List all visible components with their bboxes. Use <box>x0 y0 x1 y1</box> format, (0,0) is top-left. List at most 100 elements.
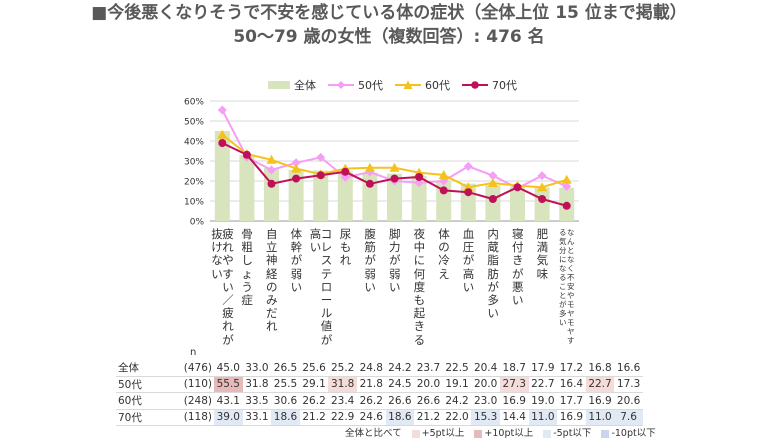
y-tick-label: 0% <box>190 218 205 228</box>
point-60代 <box>438 170 449 179</box>
table-legend-dn5-label: -5pt以下 <box>553 428 592 439</box>
table-cell: 39.0 <box>214 409 243 426</box>
point-60代 <box>389 162 400 172</box>
table-cell: 16.9 <box>585 392 615 410</box>
table-legend-dn10: -10pt以下 <box>601 425 656 439</box>
y-tick-label: 60% <box>184 98 204 108</box>
point-50代 <box>267 165 276 175</box>
row-label: 全体 <box>116 360 174 377</box>
bar-all <box>411 176 427 221</box>
table-cell: 17.7 <box>557 392 586 410</box>
point-70代 <box>464 188 473 197</box>
point-60代 <box>463 182 474 192</box>
table-row: 70代 (118) 39.0 33.1 18.6 21.2 22.9 24.6 18.6 21.2… <box>116 409 643 426</box>
table-legend-dn10-label: -10pt以下 <box>611 428 656 439</box>
point-50代 <box>463 161 473 171</box>
table-cell: 17.3 <box>614 376 643 393</box>
table-cell: 24.2 <box>385 360 415 377</box>
table-cell: 20.4 <box>471 360 500 377</box>
y-tick-label: 10% <box>184 198 204 208</box>
point-70代 <box>316 171 325 180</box>
x-tick-label: 寝付きが悪い <box>512 227 524 308</box>
point-70代 <box>292 174 301 183</box>
row-n: (110) <box>174 376 214 393</box>
table-legend-base: 全体と比べて <box>345 428 402 439</box>
table-cell: 21.2 <box>414 409 443 426</box>
table-cell: 15.3 <box>471 409 500 426</box>
point-70代 <box>218 139 227 147</box>
table-row: 全体 (476) 45.0 33.0 26.5 25.6 25.2 24.8 24.2 23.7 2… <box>116 360 643 377</box>
n-header: n <box>190 347 197 358</box>
point-60代 <box>537 182 548 192</box>
point-60代 <box>561 174 572 184</box>
point-70代 <box>415 173 424 181</box>
chart-title: ■今後悪くなりそうで不安を感じている体の症状（全体上位 15 位まで掲載） <box>91 3 687 23</box>
x-tick-label: 夜中に何度も起きる <box>413 227 426 347</box>
table-cell: 18.7 <box>499 360 529 377</box>
point-70代 <box>439 186 448 195</box>
table-cell: 31.8 <box>242 376 272 393</box>
table-cell: 16.8 <box>585 360 615 377</box>
table-cell: 21.8 <box>356 376 386 393</box>
row-n: (476) <box>174 360 214 377</box>
point-70代 <box>242 150 251 159</box>
table-cell: 33.1 <box>242 409 272 426</box>
x-tick-label: 高い コレステロール値が <box>309 227 333 347</box>
table-cell: 19.0 <box>528 392 558 410</box>
point-60代 <box>291 163 302 173</box>
legend-label-60: 60代 <box>425 79 450 92</box>
row-label: 50代 <box>116 376 174 393</box>
table-cell: 43.1 <box>214 392 243 410</box>
point-50代 <box>316 152 326 162</box>
table-cell: 33.0 <box>242 360 272 377</box>
bar-all <box>485 185 501 221</box>
table-legend-up5: +5pt以上 <box>411 425 465 439</box>
x-tick-label: 抜けない 疲れやすい／疲れが <box>211 227 234 347</box>
legend-item-all: 全体 <box>268 77 316 93</box>
bar-all <box>436 180 452 221</box>
bar-all <box>239 155 255 221</box>
bar-all <box>264 168 279 221</box>
row-n: (118) <box>174 409 214 426</box>
table-legend: 全体と比べて +5pt以上 +10pt以上 -5pt以下 -10pt以下 <box>345 425 656 439</box>
table-cell: 20.6 <box>614 392 643 410</box>
table-cell: 16.6 <box>614 360 643 377</box>
table-cell: 27.3 <box>499 376 529 393</box>
legend-item-50: 50代 <box>328 77 383 93</box>
bar-all <box>313 170 329 221</box>
table-cell: 7.6 <box>614 409 643 426</box>
table-cell: 23.7 <box>414 360 443 377</box>
x-tick-label: 腹筋が弱い <box>364 227 376 294</box>
y-tick-label: 20% <box>184 178 204 188</box>
table-cell: 24.6 <box>356 409 386 426</box>
table-cell: 25.5 <box>271 376 300 393</box>
table-cell: 26.2 <box>299 392 329 410</box>
bar-all <box>510 186 525 221</box>
table-cell: 11.0 <box>528 409 558 426</box>
table-legend-up10-label: +10pt以上 <box>484 428 534 439</box>
table-cell: 14.4 <box>499 409 529 426</box>
legend: 全体 50代 60代 70代 <box>268 77 517 93</box>
point-50代 <box>562 181 572 191</box>
table-cell: 22.5 <box>442 360 472 377</box>
table-cell: 20.0 <box>471 376 500 393</box>
legend-item-60: 60代 <box>395 77 450 93</box>
x-tick-label: 尿もれ <box>339 227 352 268</box>
table-cell: 17.2 <box>557 360 586 377</box>
table-cell: 26.5 <box>271 360 300 377</box>
row-label: 70代 <box>116 409 174 426</box>
point-70代 <box>341 167 350 176</box>
table-row: 50代 (110) 55.5 31.8 25.5 29.1 31.8 21.8 24.5 20.0… <box>116 376 643 393</box>
x-tick-label: 肥満気味 <box>536 227 549 281</box>
table-cell: 18.6 <box>271 409 300 426</box>
x-tick-label: 自立神経のみだれ <box>266 227 278 334</box>
table-cell: 31.8 <box>328 376 357 393</box>
table-cell: 21.2 <box>299 409 329 426</box>
table-legend-up5-label: +5pt以上 <box>421 428 465 439</box>
table-cell: 22.0 <box>442 409 472 426</box>
bar-all <box>288 169 304 221</box>
table-cell: 24.5 <box>385 376 415 393</box>
table-cell: 23.0 <box>471 392 500 410</box>
row-label: 60代 <box>116 392 174 410</box>
point-70代 <box>562 201 571 210</box>
